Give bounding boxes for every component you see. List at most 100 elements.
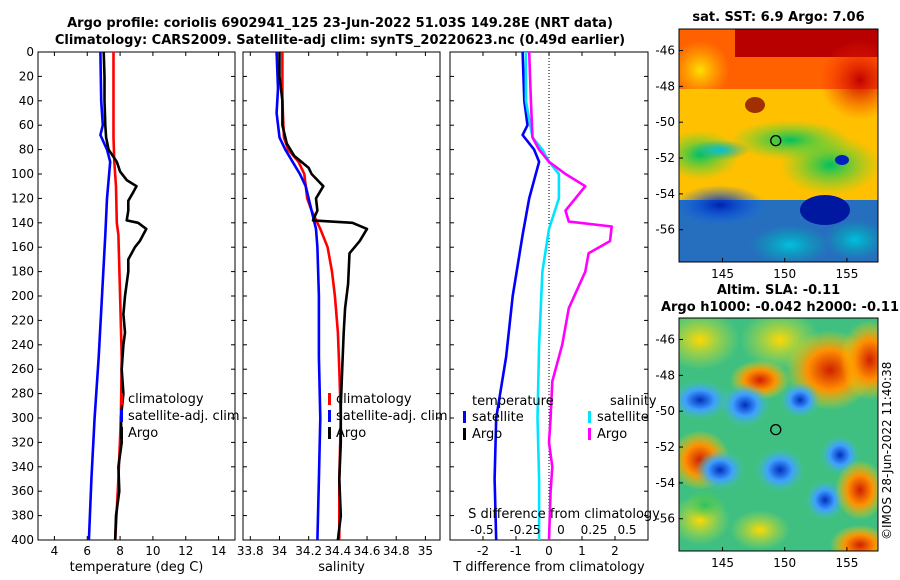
sla-map-frame <box>678 317 879 552</box>
panel-frame <box>242 51 441 541</box>
x-tick-label: 2 <box>611 544 619 558</box>
y-tick-label: 40 <box>19 94 34 108</box>
panel-frame <box>37 51 236 541</box>
map-y-tick-label: -52 <box>655 151 675 165</box>
sst-map-axes: 145 150 155 -46 -48 -50 -52 -54 -56 <box>655 28 879 281</box>
legend-label: satellite-adj. clim <box>128 409 240 424</box>
title-line-1: Argo profile: coriolis 6902941_125 23-Ju… <box>67 16 613 31</box>
x-tick-label: 8 <box>116 544 124 558</box>
legend-title-salinity: salinity <box>610 394 657 409</box>
map-y-tick-label: -46 <box>655 333 675 347</box>
map-x-tick-label: 155 <box>835 556 858 570</box>
y-tick-label: 140 <box>11 216 34 230</box>
x-tick-label: -2 <box>477 544 489 558</box>
sla-map-title-2: Argo h1000: -0.042 h2000: -0.11 <box>660 300 900 315</box>
legend-title-temperature: temperature <box>472 394 554 409</box>
x-axis-label: T difference from climatology <box>452 560 645 575</box>
legend-swatch <box>120 410 123 422</box>
legend-swatch <box>328 427 331 439</box>
map-y-tick-label: -50 <box>655 404 675 418</box>
y-tick-label: 180 <box>11 265 34 279</box>
x-tick-label: 4 <box>51 544 59 558</box>
sst-map-argo-marker <box>770 135 782 147</box>
legend-swatch <box>120 427 123 439</box>
s-tick-label: 0 <box>557 523 565 537</box>
x-tick-label: 6 <box>83 544 91 558</box>
legend-swatch <box>328 410 331 422</box>
legend-swatch <box>588 428 591 440</box>
x-tick-label: -1 <box>510 544 522 558</box>
map-y-tick-label: -50 <box>655 115 675 129</box>
legend-swatch <box>463 411 466 423</box>
y-tick-label: 240 <box>11 338 34 352</box>
sla-map-argo-marker <box>770 424 782 436</box>
y-tick-label: 200 <box>11 289 34 303</box>
x-tick-label: 34.8 <box>383 544 410 558</box>
legend-swatch <box>588 411 591 423</box>
s-tick-label: 0.5 <box>617 523 636 537</box>
x-tick-label: 33.8 <box>237 544 264 558</box>
x-tick-label: 34 <box>272 544 287 558</box>
x-tick-label: 34.6 <box>354 544 381 558</box>
y-tick-label: 280 <box>11 387 34 401</box>
legend-label: Argo <box>472 427 502 442</box>
x-tick-label: 0 <box>545 544 553 558</box>
map-y-tick-label: -48 <box>655 79 675 93</box>
map-x-tick-label: 145 <box>711 556 734 570</box>
sst-map-title: sat. SST: 6.9 Argo: 7.06 <box>692 10 865 25</box>
sst-map <box>679 29 878 262</box>
panel-temperature: 0 20 40 60 80 100 120 140 160 180 200 220 240 260 280 3… <box>11 45 240 575</box>
series-satellite-adj-clim <box>275 51 322 541</box>
legend-label: satellite <box>597 410 649 425</box>
y-tick-label: 320 <box>11 435 34 449</box>
x-tick-label: 1 <box>578 544 586 558</box>
secondary-axis-label: S difference from climatology <box>468 507 660 522</box>
map-y-tick-label: -54 <box>655 476 675 490</box>
y-tick-label: 60 <box>19 118 34 132</box>
x-tick-label: 10 <box>145 544 160 558</box>
series-argo <box>102 51 148 541</box>
title-line-2: Climatology: CARS2009. Satellite-adj cli… <box>54 33 626 48</box>
y-tick-label: 0 <box>26 45 34 59</box>
legend-label: Argo <box>128 426 158 441</box>
y-tick-label: 220 <box>11 313 34 327</box>
legend-swatch <box>328 393 331 405</box>
y-tick-label: 20 <box>19 69 34 83</box>
x-tick-label: 34.4 <box>324 544 351 558</box>
y-tick-label: 380 <box>11 509 34 523</box>
sla-map-title-1: Altim. SLA: -0.11 <box>716 283 841 298</box>
x-tick-label: 12 <box>178 544 193 558</box>
map-x-tick-label: 150 <box>773 267 796 281</box>
legend-label: Argo <box>597 427 627 442</box>
map-y-tick-label: -52 <box>655 440 675 454</box>
sla-map-axes: 145 150 155 -46 -48 -50 -52 -54 -56 <box>655 317 879 570</box>
panel-difference: -2 -1 0 1 2T difference from climatologytemp… <box>449 51 660 575</box>
x-tick-label: 35 <box>418 544 433 558</box>
legend-label: satellite-adj. clim <box>336 409 448 424</box>
map-y-tick-label: -56 <box>655 223 675 237</box>
series-temperature-argo <box>527 51 614 541</box>
y-tick-label: 300 <box>11 411 34 425</box>
map-y-tick-label: -48 <box>655 368 675 382</box>
y-tick-label: 400 <box>11 533 34 547</box>
y-tick-label: 340 <box>11 460 34 474</box>
x-axis-label: salinity <box>318 560 365 575</box>
y-tick-label: 260 <box>11 362 34 376</box>
legend-swatch <box>463 428 466 440</box>
series-temperature-satellite <box>493 51 541 541</box>
map-x-tick-label: 145 <box>711 267 734 281</box>
map-y-tick-label: -56 <box>655 512 675 526</box>
legend-swatch <box>120 393 123 405</box>
x-tick-label: 34.2 <box>295 544 322 558</box>
sla-map <box>679 318 878 551</box>
map-y-tick-label: -54 <box>655 187 675 201</box>
s-tick-label: -0.5 <box>470 523 493 537</box>
y-tick-label: 360 <box>11 484 34 498</box>
series-satellite-adj-clim <box>87 51 112 541</box>
y-tick-label: 80 <box>19 143 34 157</box>
series-climatology <box>281 52 343 540</box>
y-tick-label: 160 <box>11 240 34 254</box>
map-x-tick-label: 150 <box>773 556 796 570</box>
